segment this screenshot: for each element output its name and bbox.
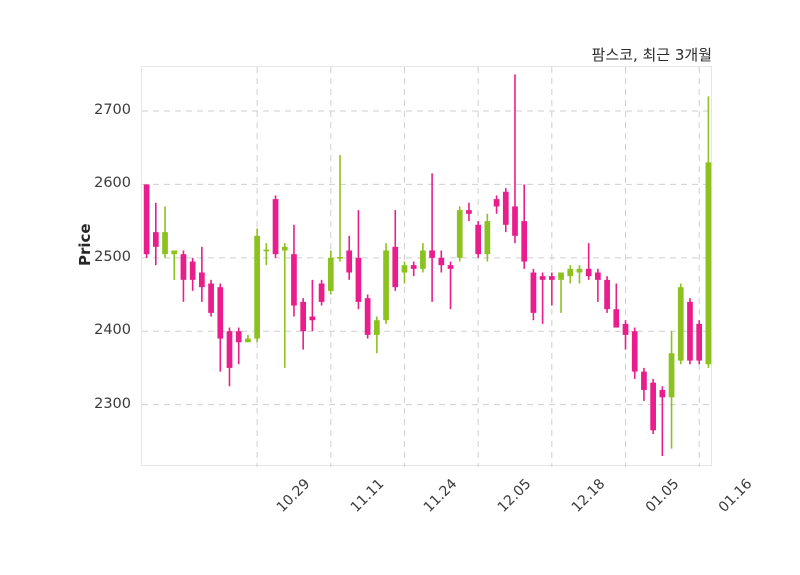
x-tick-label: 12.05 — [494, 476, 535, 516]
y-tick-label: 2400 — [94, 322, 131, 339]
x-tick-label: 11.24 — [421, 476, 461, 516]
candlestick-series — [142, 67, 713, 467]
y-tick-label: 2600 — [94, 175, 131, 192]
x-tick-label: 10.29 — [273, 476, 314, 516]
y-tick-label: 2300 — [94, 395, 131, 412]
plot-area — [141, 66, 713, 467]
x-tick-label: 12.18 — [568, 476, 609, 516]
x-tick-label: 11.11 — [347, 476, 388, 516]
y-tick-label: 2700 — [94, 102, 131, 119]
x-tick-label: 01.16 — [715, 476, 756, 516]
chart-title: 팜스코, 최근 3개월 — [591, 46, 712, 64]
y-tick-label: 2500 — [94, 248, 131, 265]
x-tick-label: 01.05 — [642, 476, 682, 516]
y-axis-tick-labels: 2300 2400 2500 2600 2700 — [0, 0, 131, 575]
